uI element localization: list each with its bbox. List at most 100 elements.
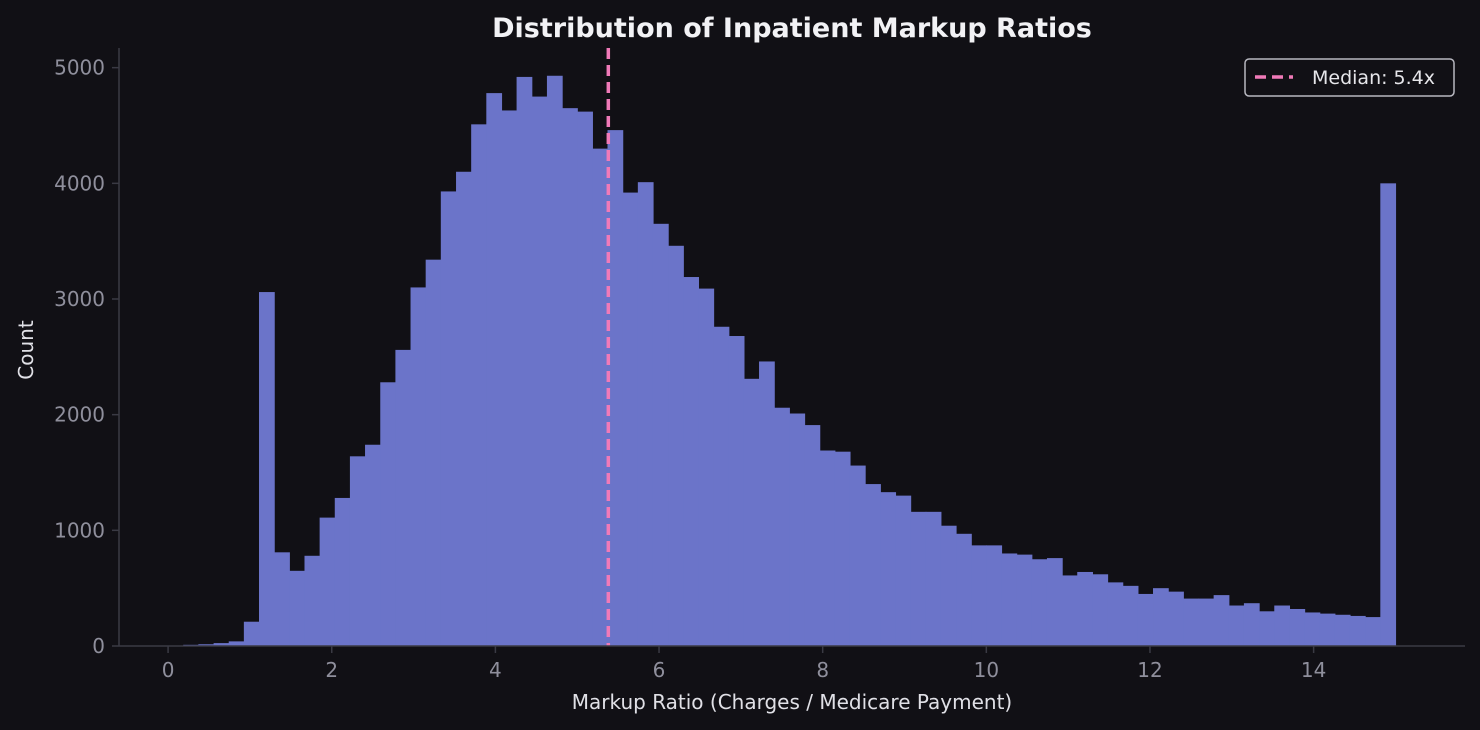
histogram-bar <box>486 93 503 647</box>
histogram-bar <box>577 111 593 647</box>
histogram-bar <box>713 326 730 646</box>
histogram-bar <box>198 644 215 646</box>
x-tick-label: 12 <box>1137 658 1162 682</box>
histogram-bar <box>1213 595 1230 646</box>
histogram-bar <box>1077 571 1093 646</box>
histogram-bar <box>304 555 321 646</box>
x-tick-label: 6 <box>653 658 666 682</box>
histogram-bar <box>456 171 472 646</box>
histogram-bar <box>1046 558 1063 646</box>
histogram-bar <box>910 511 927 646</box>
histogram-bar <box>380 382 397 646</box>
histogram-bar <box>865 484 881 646</box>
y-axis-ticks: 0 1000 2000 3000 4000 5000 <box>54 56 119 658</box>
x-tick-label: 2 <box>325 658 338 682</box>
histogram-bar <box>940 525 957 646</box>
histogram-bar <box>895 495 912 646</box>
histogram-bar <box>1304 612 1321 646</box>
histogram-bar <box>637 182 654 647</box>
histogram-bar <box>622 192 639 646</box>
histogram-bar <box>349 456 366 646</box>
x-tick-label: 4 <box>489 658 502 682</box>
histogram-bar <box>319 517 336 646</box>
histogram-bar <box>1289 608 1306 646</box>
histogram-bar <box>789 413 806 646</box>
histogram-bar <box>1031 559 1048 646</box>
histogram-bar <box>880 492 897 646</box>
histogram-bar <box>956 533 972 646</box>
histogram-bars <box>183 75 1397 647</box>
x-tick-label: 14 <box>1301 658 1326 682</box>
y-tick-label: 1000 <box>54 518 105 542</box>
histogram-bar <box>531 96 548 646</box>
legend: Median: 5.4x <box>1244 58 1455 97</box>
x-tick-label: 0 <box>162 658 175 682</box>
x-tick-label: 8 <box>816 658 829 682</box>
histogram-bar <box>652 223 669 646</box>
histogram-bar <box>1122 585 1139 646</box>
x-axis-ticks: 0 2 4 6 8 10 12 14 <box>162 646 1326 682</box>
histogram-bar <box>759 361 775 646</box>
histogram-bar <box>592 148 609 646</box>
histogram-bar <box>607 130 624 646</box>
histogram-bar <box>1183 598 1200 646</box>
histogram-bar <box>1319 613 1336 646</box>
histogram-bar <box>395 349 412 646</box>
histogram-bar <box>365 444 381 646</box>
y-tick-label: 4000 <box>54 171 105 195</box>
legend-box <box>1244 58 1455 97</box>
histogram-bar <box>1198 598 1215 646</box>
histogram-bar <box>971 545 987 646</box>
histogram-bar <box>1274 605 1291 646</box>
histogram-bar <box>213 643 230 646</box>
histogram-bar <box>1107 582 1124 646</box>
x-axis-label: Markup Ratio (Charges / Medicare Payment… <box>572 690 1012 714</box>
histogram-bar <box>1016 554 1033 646</box>
histogram-bar <box>1062 575 1078 646</box>
histogram-bar <box>259 292 275 646</box>
histogram-bar <box>1259 611 1275 646</box>
histogram-bar <box>1334 614 1351 646</box>
y-axis-label: Count <box>14 320 38 380</box>
histogram-bar <box>1153 588 1169 646</box>
histogram-bar <box>683 277 700 646</box>
histogram-bar <box>1243 603 1260 646</box>
histogram-bar <box>410 287 427 646</box>
histogram-bar <box>1349 615 1366 646</box>
histogram-bar <box>1228 605 1245 646</box>
histogram-bar <box>334 497 351 646</box>
axes <box>118 48 1465 647</box>
histogram-bar <box>243 621 260 646</box>
histogram-bar <box>228 641 245 646</box>
histogram-bar <box>743 378 760 646</box>
histogram-bar <box>986 545 1003 646</box>
histogram-bar <box>546 75 563 646</box>
histogram-bar <box>1092 574 1109 646</box>
histogram-bar <box>698 288 715 646</box>
histogram-bar <box>1001 553 1018 646</box>
x-tick-label: 10 <box>974 658 999 682</box>
y-tick-label: 0 <box>92 634 105 658</box>
histogram-bar <box>1380 183 1397 646</box>
histogram-bar <box>819 450 836 646</box>
legend-median-label: Median: 5.4x <box>1312 67 1435 89</box>
histogram-bar <box>289 570 306 646</box>
histogram-bar <box>516 76 533 647</box>
histogram-bar <box>440 191 457 646</box>
histogram-bar <box>425 259 442 646</box>
histogram-bar <box>1365 617 1381 646</box>
histogram-bar <box>1168 591 1184 646</box>
histogram-bar <box>471 124 487 647</box>
histogram-bar <box>925 511 942 646</box>
histogram-bar <box>834 451 851 646</box>
histogram-bar <box>774 407 790 646</box>
histogram-bar <box>668 245 684 647</box>
histogram-bar <box>274 552 290 646</box>
histogram-bar <box>501 110 518 646</box>
histogram-bar <box>728 336 745 646</box>
histogram-bar <box>849 465 866 646</box>
y-tick-label: 3000 <box>54 287 105 311</box>
y-tick-label: 5000 <box>54 56 105 80</box>
